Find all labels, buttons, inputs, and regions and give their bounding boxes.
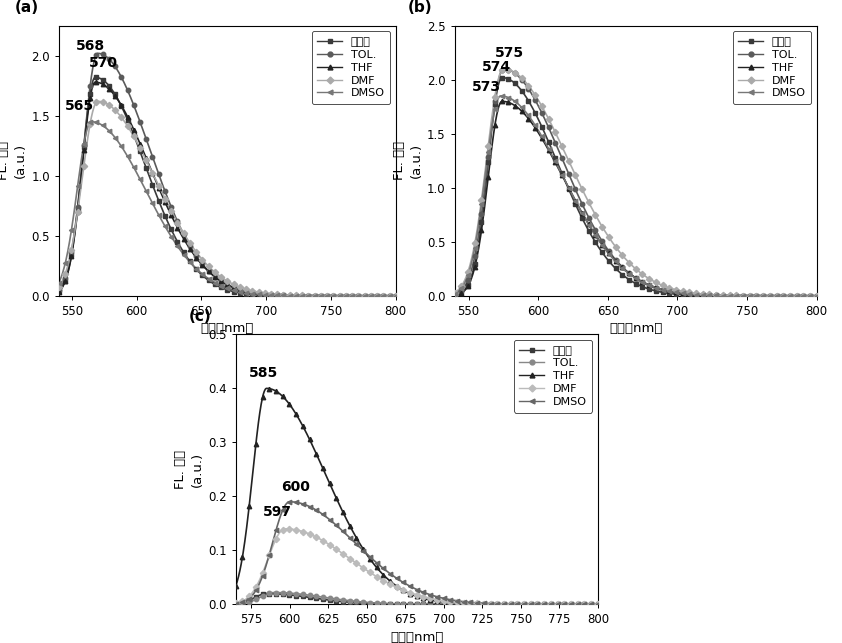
Text: 585: 585 (249, 367, 278, 380)
Y-axis label: FL. 强度
(a.u.): FL. 强度 (a.u.) (0, 141, 27, 180)
Y-axis label: FL. 强度
(a.u.): FL. 强度 (a.u.) (393, 141, 423, 180)
Text: 568: 568 (76, 39, 104, 53)
Text: 573: 573 (472, 80, 501, 94)
Text: 574: 574 (482, 60, 511, 75)
Text: 600: 600 (281, 480, 311, 494)
Text: 570: 570 (88, 56, 118, 70)
X-axis label: 波长（nm）: 波长（nm） (609, 322, 663, 335)
X-axis label: 波长（nm）: 波长（nm） (390, 631, 444, 643)
Legend: 环己烷, TOL., THF, DMF, DMSO: 环己烷, TOL., THF, DMF, DMSO (312, 32, 390, 104)
Text: (b): (b) (408, 0, 432, 15)
X-axis label: 波长（nm）: 波长（nm） (200, 322, 254, 335)
Text: 575: 575 (494, 46, 524, 60)
Text: (a): (a) (15, 0, 40, 15)
Text: 597: 597 (263, 505, 292, 519)
Y-axis label: FL. 强度
(a.u.): FL. 强度 (a.u.) (174, 450, 204, 489)
Text: (c): (c) (189, 309, 211, 323)
Text: 565: 565 (65, 99, 94, 113)
Legend: 环己烷, TOL., THF, DMF, DMSO: 环己烷, TOL., THF, DMF, DMSO (733, 32, 811, 104)
Legend: 环己烷, TOL., THF, DMF, DMSO: 环己烷, TOL., THF, DMF, DMSO (514, 340, 592, 413)
